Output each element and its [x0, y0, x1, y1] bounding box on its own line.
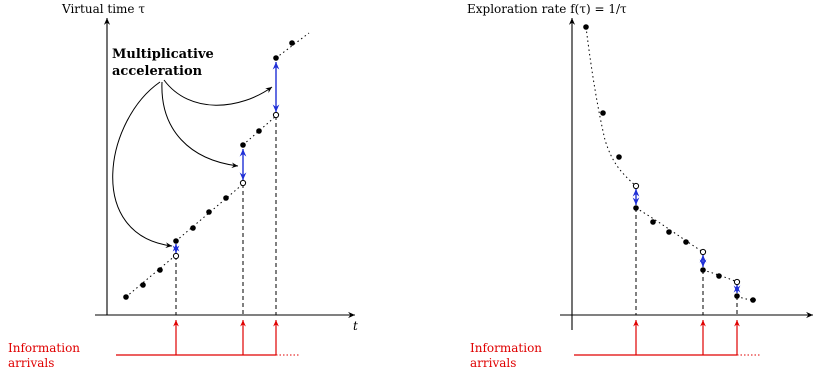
right-point — [716, 273, 722, 279]
left-point — [289, 40, 295, 46]
right-info-arrivals: Information arrivals — [470, 320, 760, 370]
right-point — [734, 293, 740, 299]
right-points — [583, 24, 756, 303]
right-point — [750, 297, 756, 303]
left-open-point — [239, 179, 247, 187]
left-open-point — [172, 252, 180, 260]
left-point — [273, 55, 279, 61]
curved-arrow — [112, 81, 173, 248]
left-drop-lines — [175, 116, 277, 315]
curved-arrow — [163, 79, 273, 106]
right-point — [633, 205, 639, 211]
right-jump-arrows — [632, 189, 741, 293]
left-info-label-1: Information — [8, 341, 80, 355]
right-point — [600, 110, 606, 116]
left-trajectory — [125, 32, 310, 298]
right-point — [700, 267, 706, 273]
right-open-points — [632, 182, 741, 286]
left-point — [223, 195, 229, 201]
right-point — [683, 239, 689, 245]
left-point — [157, 267, 163, 273]
right-open-point — [699, 248, 707, 256]
right-point — [583, 24, 589, 30]
left-y-axis-label: Virtual time τ — [61, 2, 145, 16]
right-curve — [585, 26, 757, 301]
right-point — [616, 154, 622, 160]
right-open-point — [632, 182, 640, 190]
left-x-axis-label: t — [353, 319, 358, 333]
right-info-label-1: Information — [470, 341, 542, 355]
right-open-point — [733, 278, 741, 286]
left-open-points — [172, 111, 280, 260]
left-info-label-2: arrivals — [8, 356, 54, 370]
left-point — [256, 128, 262, 134]
left-jump-arrows — [172, 62, 280, 253]
annotation-line-2: acceleration — [112, 64, 203, 79]
right-point — [666, 229, 672, 235]
left-panel: Virtual time τ t — [8, 2, 358, 370]
right-y-axis-label: Exploration rate f(τ) = 1/τ — [467, 2, 627, 16]
left-point — [140, 282, 146, 288]
left-point — [173, 238, 179, 244]
left-point — [240, 142, 246, 148]
left-point — [190, 225, 196, 231]
right-point — [650, 219, 656, 225]
left-info-arrivals: Information arrivals — [8, 320, 300, 370]
annotation-line-1: Multiplicative — [112, 47, 214, 62]
left-open-point — [272, 111, 280, 119]
left-point — [206, 209, 212, 215]
right-drop-lines — [635, 208, 738, 315]
left-points — [123, 40, 295, 300]
right-info-label-2: arrivals — [470, 356, 516, 370]
curved-arrow — [161, 81, 239, 168]
left-point — [123, 294, 129, 300]
right-panel: Exploration rate f(τ) = 1/τ — [467, 2, 813, 370]
annotation-arrows — [112, 79, 273, 248]
